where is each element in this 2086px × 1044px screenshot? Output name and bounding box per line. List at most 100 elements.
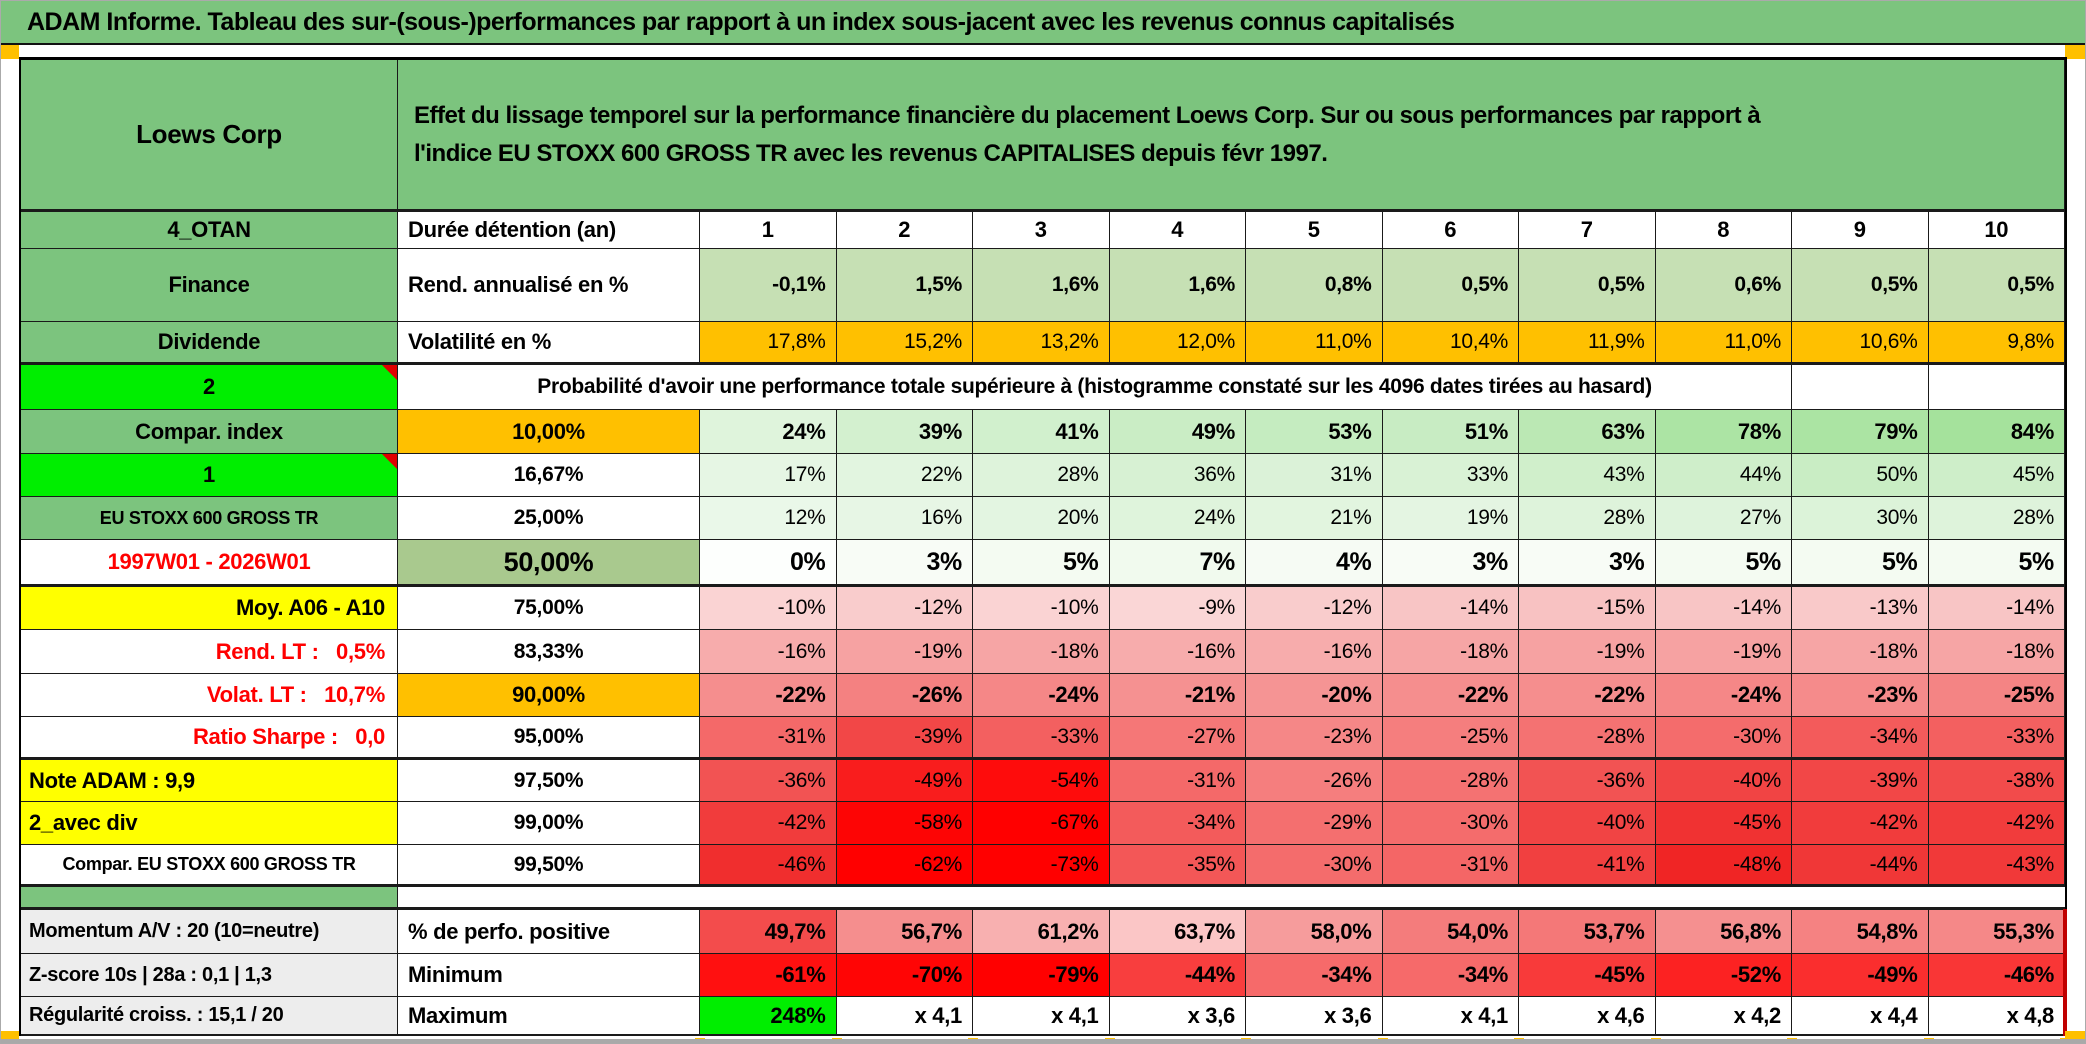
data-cell[interactable]: 5% bbox=[1792, 540, 1929, 587]
data-cell[interactable]: 33% bbox=[1382, 454, 1519, 497]
data-cell[interactable]: 17,8% bbox=[700, 322, 837, 365]
data-cell[interactable]: -46% bbox=[1928, 954, 2065, 997]
data-cell[interactable]: x 3,6 bbox=[1109, 997, 1246, 1037]
data-cell[interactable]: -38% bbox=[1928, 760, 2065, 802]
data-cell[interactable]: -16% bbox=[700, 630, 837, 674]
data-cell[interactable]: -67% bbox=[973, 802, 1110, 845]
data-cell[interactable]: 5 bbox=[1246, 212, 1383, 249]
data-cell[interactable]: -49% bbox=[1792, 954, 1929, 997]
data-cell[interactable]: 49% bbox=[1109, 410, 1246, 454]
row-label-cell[interactable]: 4_OTAN bbox=[21, 212, 398, 249]
data-cell[interactable]: -34% bbox=[1792, 717, 1929, 760]
data-cell[interactable]: -13% bbox=[1792, 587, 1929, 630]
data-cell[interactable]: -40% bbox=[1519, 802, 1656, 845]
data-cell[interactable]: -27% bbox=[1109, 717, 1246, 760]
metric-cell[interactable]: Durée détention (an) bbox=[398, 212, 700, 249]
data-cell[interactable]: 5% bbox=[973, 540, 1110, 587]
data-cell[interactable]: 56,7% bbox=[836, 910, 973, 954]
data-cell[interactable]: 49,7% bbox=[700, 910, 837, 954]
data-cell[interactable]: 3% bbox=[1519, 540, 1656, 587]
data-cell[interactable]: -14% bbox=[1382, 587, 1519, 630]
data-cell[interactable]: 30% bbox=[1792, 497, 1929, 540]
data-cell[interactable]: 11,0% bbox=[1655, 322, 1792, 365]
data-cell[interactable]: 58,0% bbox=[1246, 910, 1383, 954]
data-cell[interactable]: 5% bbox=[1655, 540, 1792, 587]
data-cell[interactable]: 6 bbox=[1382, 212, 1519, 249]
row-label-cell[interactable]: Moy. A06 - A10 bbox=[21, 587, 398, 630]
data-cell[interactable]: -42% bbox=[1792, 802, 1929, 845]
data-cell[interactable] bbox=[1792, 365, 1929, 410]
data-cell[interactable]: -46% bbox=[700, 845, 837, 887]
data-cell[interactable]: 4% bbox=[1246, 540, 1383, 587]
data-cell[interactable]: -31% bbox=[700, 717, 837, 760]
data-cell[interactable]: 5% bbox=[1928, 540, 2065, 587]
metric-cell[interactable]: % de perfo. positive bbox=[398, 910, 700, 954]
row-label-cell[interactable]: 2 bbox=[21, 365, 398, 410]
data-cell[interactable]: -22% bbox=[1382, 674, 1519, 717]
data-cell[interactable]: 13,2% bbox=[973, 322, 1110, 365]
data-cell[interactable]: -45% bbox=[1519, 954, 1656, 997]
data-cell[interactable]: -24% bbox=[1655, 674, 1792, 717]
metric-cell[interactable]: 99,00% bbox=[398, 802, 700, 845]
data-cell[interactable]: 31% bbox=[1246, 454, 1383, 497]
data-cell[interactable]: 1,6% bbox=[1109, 249, 1246, 322]
data-cell[interactable]: x 4,1 bbox=[836, 997, 973, 1037]
data-cell[interactable]: 3% bbox=[836, 540, 973, 587]
data-cell[interactable]: -31% bbox=[1109, 760, 1246, 802]
data-cell[interactable]: -21% bbox=[1109, 674, 1246, 717]
data-cell[interactable]: 2 bbox=[836, 212, 973, 249]
data-cell[interactable]: 43% bbox=[1519, 454, 1656, 497]
row-label-cell[interactable]: Compar. index bbox=[21, 410, 398, 454]
data-cell[interactable]: 12% bbox=[700, 497, 837, 540]
row-label-cell[interactable]: EU STOXX 600 GROSS TR bbox=[21, 497, 398, 540]
data-cell[interactable]: -19% bbox=[1655, 630, 1792, 674]
data-cell[interactable]: 54,8% bbox=[1792, 910, 1929, 954]
data-cell[interactable]: -35% bbox=[1109, 845, 1246, 887]
data-cell[interactable]: -15% bbox=[1519, 587, 1656, 630]
data-cell[interactable]: 1,5% bbox=[836, 249, 973, 322]
data-cell[interactable]: -62% bbox=[836, 845, 973, 887]
data-cell[interactable]: -12% bbox=[1246, 587, 1383, 630]
data-cell[interactable]: 4 bbox=[1109, 212, 1246, 249]
data-cell[interactable]: -0,1% bbox=[700, 249, 837, 322]
data-cell[interactable]: 11,0% bbox=[1246, 322, 1383, 365]
probability-caption-cell[interactable]: Probabilité d'avoir une performance tota… bbox=[398, 365, 1792, 410]
data-cell[interactable]: -30% bbox=[1382, 802, 1519, 845]
data-cell[interactable]: -49% bbox=[836, 760, 973, 802]
data-cell[interactable]: -30% bbox=[1246, 845, 1383, 887]
data-cell[interactable]: 53% bbox=[1246, 410, 1383, 454]
row-label-cell[interactable]: Régularité croiss. : 15,1 / 20 bbox=[21, 997, 398, 1037]
data-cell[interactable]: -25% bbox=[1382, 717, 1519, 760]
data-cell[interactable]: 63% bbox=[1519, 410, 1656, 454]
data-cell[interactable]: 1 bbox=[700, 212, 837, 249]
data-cell[interactable]: 0,5% bbox=[1382, 249, 1519, 322]
data-cell[interactable]: 0,6% bbox=[1655, 249, 1792, 322]
data-cell[interactable]: x 3,6 bbox=[1246, 997, 1383, 1037]
data-cell[interactable]: 36% bbox=[1109, 454, 1246, 497]
data-cell[interactable]: -14% bbox=[1928, 587, 2065, 630]
data-cell[interactable]: 55,3% bbox=[1928, 910, 2065, 954]
metric-cell[interactable]: 97,50% bbox=[398, 760, 700, 802]
data-cell[interactable]: 1,6% bbox=[973, 249, 1110, 322]
data-cell[interactable]: 39% bbox=[836, 410, 973, 454]
data-cell[interactable]: -26% bbox=[1246, 760, 1383, 802]
data-cell[interactable]: -39% bbox=[1792, 760, 1929, 802]
data-cell[interactable]: -18% bbox=[1382, 630, 1519, 674]
data-cell[interactable]: 0% bbox=[700, 540, 837, 587]
data-cell[interactable]: -22% bbox=[700, 674, 837, 717]
row-label-cell[interactable]: Rend. LT : 0,5% bbox=[21, 630, 398, 674]
data-cell[interactable]: -45% bbox=[1655, 802, 1792, 845]
data-cell[interactable]: 3 bbox=[973, 212, 1110, 249]
metric-cell[interactable]: 16,67% bbox=[398, 454, 700, 497]
data-cell[interactable]: -43% bbox=[1928, 845, 2065, 887]
data-cell[interactable]: 3% bbox=[1382, 540, 1519, 587]
data-cell[interactable]: -10% bbox=[973, 587, 1110, 630]
data-cell[interactable]: 15,2% bbox=[836, 322, 973, 365]
data-cell[interactable]: 79% bbox=[1792, 410, 1929, 454]
data-cell[interactable]: 56,8% bbox=[1655, 910, 1792, 954]
row-label-cell[interactable]: 1 bbox=[21, 454, 398, 497]
data-cell[interactable]: 63,7% bbox=[1109, 910, 1246, 954]
data-cell[interactable]: 7 bbox=[1519, 212, 1656, 249]
data-cell[interactable]: -34% bbox=[1109, 802, 1246, 845]
data-cell[interactable]: 41% bbox=[973, 410, 1110, 454]
